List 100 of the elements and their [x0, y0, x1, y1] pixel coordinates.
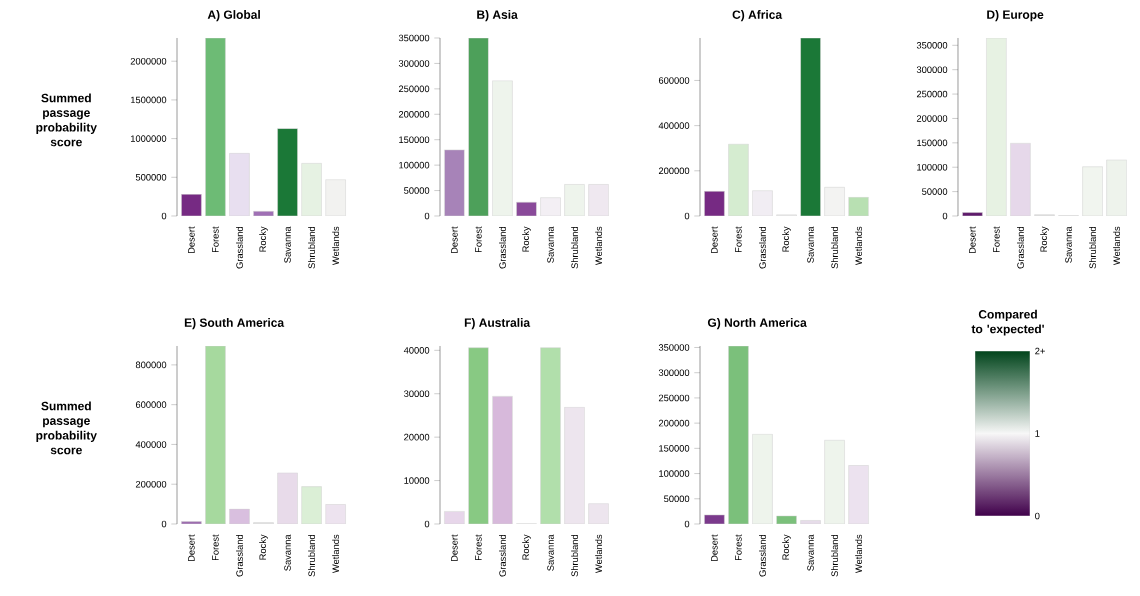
- y-tick-label: 100000: [917, 163, 948, 171]
- x-tick-label: Wetlands: [1113, 226, 1120, 266]
- x-tick-label: Desert: [969, 226, 976, 254]
- chart-title: A) Global: [207, 10, 260, 22]
- bar: [181, 194, 202, 216]
- bar: [564, 184, 585, 216]
- x-tick-label: Savanna: [284, 534, 291, 571]
- x-tick-label: Grassland: [499, 535, 506, 577]
- y-tick-label: 0: [424, 212, 430, 220]
- y-tick-label: 350000: [916, 42, 948, 49]
- bar: [253, 211, 274, 216]
- y-tick-label: 30000: [404, 390, 430, 398]
- y-tick-label: 100000: [659, 470, 690, 477]
- y-tick-label: 400000: [658, 122, 690, 129]
- y-tick-label: 250000: [658, 394, 690, 402]
- x-tick-label: Forest: [735, 534, 742, 561]
- chart-title: B) Asia: [477, 10, 518, 22]
- bar: [205, 346, 226, 524]
- y-tick-label: 1000000: [130, 135, 167, 142]
- bar: [301, 486, 322, 524]
- x-tick-label: Wetlands: [595, 226, 602, 266]
- x-tick-label: Grassland: [759, 535, 766, 577]
- bar: [325, 179, 346, 216]
- x-tick-label: Shrubland: [831, 535, 838, 577]
- x-tick-label: Wetlands: [855, 534, 862, 574]
- x-tick-label: Savanna: [284, 226, 291, 263]
- x-tick-label: Rocky: [522, 534, 531, 560]
- x-tick-label: Shrubland: [1089, 227, 1096, 269]
- y-tick-label: 1500000: [130, 96, 167, 104]
- y-tick-label: 250000: [916, 90, 948, 98]
- color-bar-title: Compared to 'expected': [971, 309, 1044, 336]
- x-tick-label: Rocky: [782, 534, 791, 560]
- bar: [728, 143, 749, 216]
- y-tick-label: 0: [424, 520, 430, 528]
- x-tick-label: Desert: [188, 534, 195, 562]
- y-tick-label: 600000: [658, 77, 690, 84]
- x-tick-label: Grassland: [759, 227, 766, 269]
- x-tick-label: Forest: [212, 226, 219, 253]
- y-tick-label: 0: [684, 212, 690, 220]
- bar: [325, 504, 346, 524]
- x-tick-label: Savanna: [1065, 226, 1072, 263]
- y-tick-label: 10000: [404, 477, 430, 484]
- y-tick-label: 200000: [658, 167, 690, 175]
- x-tick-label: Desert: [451, 534, 458, 562]
- y-axis-title: Summed passage probability score: [36, 93, 97, 147]
- x-tick-label: Grassland: [236, 535, 243, 577]
- x-tick-label: Shrubland: [571, 227, 578, 269]
- x-tick-label: Wetlands: [595, 534, 602, 574]
- x-tick-label: Desert: [451, 226, 458, 254]
- bar: [277, 472, 298, 524]
- x-tick-label: Desert: [711, 534, 718, 562]
- color-bar-label: 2+: [1035, 347, 1045, 355]
- x-tick-label: Savanna: [547, 226, 554, 263]
- bar: [588, 503, 609, 524]
- bar: [229, 153, 250, 216]
- color-bar-label: 1: [1035, 430, 1040, 437]
- y-tick-label: 2000000: [130, 57, 167, 65]
- bar: [181, 521, 202, 524]
- y-tick-label: 0: [684, 520, 690, 528]
- y-tick-label: 350000: [398, 34, 430, 42]
- y-tick-label: 400000: [135, 441, 167, 448]
- y-tick-label: 150000: [399, 136, 430, 143]
- bar: [564, 406, 585, 524]
- y-tick-label: 50000: [664, 495, 690, 503]
- x-tick-label: Forest: [735, 226, 742, 253]
- x-tick-label: Shrubland: [308, 227, 315, 269]
- y-axis-title: Summed passage probability score: [36, 401, 97, 455]
- y-tick-label: 600000: [135, 401, 167, 408]
- x-tick-label: Grassland: [1017, 227, 1024, 269]
- y-tick-label: 100000: [399, 161, 430, 169]
- bar: [704, 514, 725, 524]
- x-tick-label: Wetlands: [332, 534, 340, 574]
- bar: [728, 345, 749, 524]
- y-tick-label: 300000: [916, 66, 948, 73]
- bar: [1106, 159, 1127, 216]
- x-tick-label: Savanna: [807, 226, 814, 263]
- x-tick-label: Forest: [475, 534, 482, 561]
- y-tick-label: 200000: [135, 480, 167, 488]
- y-tick-label: 40000: [403, 347, 430, 354]
- bar: [205, 38, 226, 216]
- y-tick-label: 150000: [917, 139, 948, 147]
- y-tick-label: 0: [161, 520, 167, 528]
- y-tick-label: 0: [161, 212, 167, 220]
- bar: [752, 433, 773, 524]
- y-tick-label: 200000: [658, 419, 690, 427]
- y-tick-label: 300000: [658, 369, 690, 377]
- x-tick-label: Wetlands: [855, 226, 862, 266]
- x-tick-label: Desert: [711, 226, 718, 254]
- x-tick-label: Rocky: [522, 226, 531, 252]
- y-tick-label: 800000: [135, 361, 167, 369]
- y-tick-label: 300000: [398, 60, 430, 67]
- x-tick-label: Forest: [475, 226, 482, 253]
- x-tick-label: Shrubland: [831, 227, 838, 269]
- x-tick-label: Rocky: [259, 534, 268, 560]
- chart-title: E) South America: [184, 318, 285, 330]
- chart-title: G) North America: [707, 318, 807, 330]
- y-tick-label: 150000: [659, 445, 690, 452]
- x-tick-label: Forest: [212, 534, 219, 561]
- y-tick-label: 350000: [658, 344, 690, 351]
- x-tick-label: Rocky: [1040, 226, 1049, 252]
